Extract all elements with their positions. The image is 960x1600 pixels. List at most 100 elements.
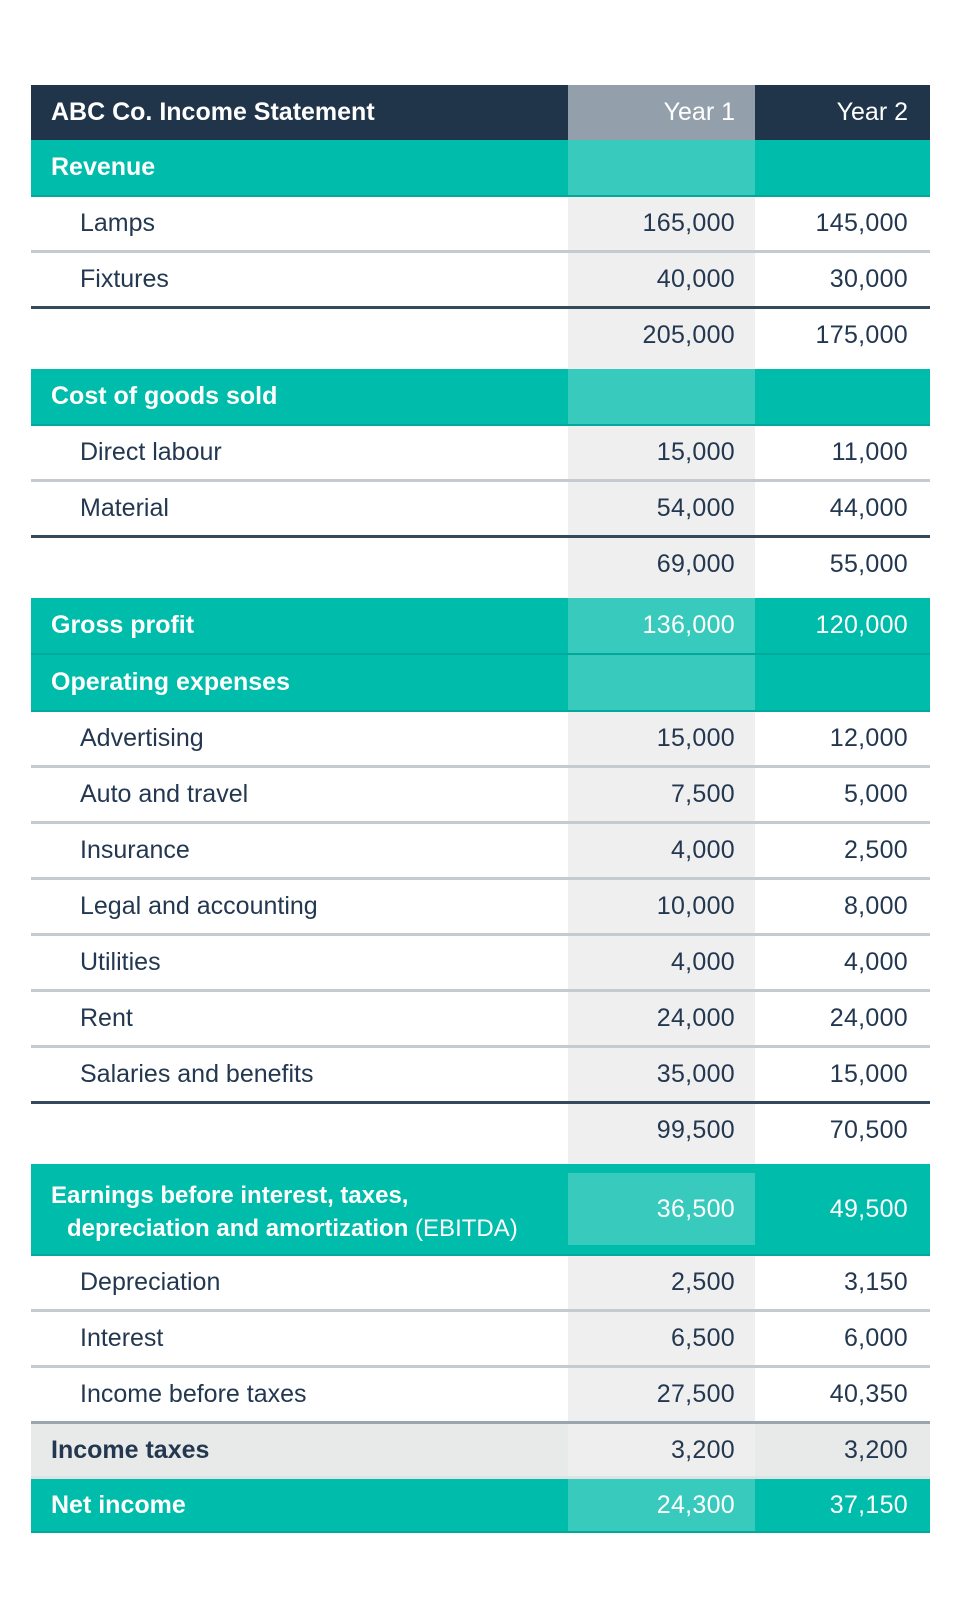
year1-value: 10,000 <box>568 880 755 933</box>
year1-value <box>568 655 755 710</box>
detail-row: Lamps 165,000 145,000 <box>31 197 930 250</box>
gap-row <box>31 1157 930 1164</box>
year2-value: 120,000 <box>815 611 908 639</box>
row-label: Legal and accounting <box>80 892 318 920</box>
year2-value: 49,500 <box>829 1194 908 1223</box>
year2-value <box>755 591 930 598</box>
row-label: Interest <box>80 1324 164 1352</box>
year1-value <box>568 1157 755 1164</box>
subtotal-row: 205,000 175,000 <box>31 306 930 362</box>
year2-value: 30,000 <box>829 265 908 293</box>
row-label: Lamps <box>80 209 156 237</box>
row-label <box>31 1104 568 1157</box>
ebitda-label-bold: depreciation and amortization <box>67 1215 409 1242</box>
row-label: Income before taxes <box>80 1380 307 1408</box>
year1-value: 2,500 <box>568 1256 755 1309</box>
year2-value: 70,500 <box>829 1116 908 1144</box>
year2-value: 44,000 <box>829 494 908 522</box>
year2-value: 40,350 <box>829 1380 908 1408</box>
year1-value: 15,000 <box>568 712 755 765</box>
row-label <box>31 309 568 362</box>
ebitda-row: Earnings before interest, taxes, deprecia… <box>31 1164 930 1256</box>
row-label: Material <box>80 494 169 522</box>
year1-value: 24,300 <box>568 1479 755 1531</box>
income-taxes-row: Income taxes 3,200 3,200 <box>31 1421 930 1476</box>
ebitda-label-line1: Earnings before interest, taxes, <box>51 1182 409 1209</box>
section-header-row: Cost of goods sold <box>31 369 930 426</box>
year2-value: 6,000 <box>843 1324 908 1352</box>
year2-value: 37,150 <box>829 1490 908 1519</box>
year2-value: 175,000 <box>815 321 908 349</box>
row-label: Earnings before interest, taxes, deprecia… <box>31 1173 568 1245</box>
year1-value: 165,000 <box>568 197 755 250</box>
year1-value: 136,000 <box>568 598 755 653</box>
year2-value <box>755 369 930 424</box>
year2-value: 24,000 <box>829 1004 908 1032</box>
detail-row: Material 54,000 44,000 <box>31 479 930 535</box>
year1-value: 24,000 <box>568 992 755 1045</box>
year2-value: 4,000 <box>843 948 908 976</box>
table-header-row: ABC Co. Income Statement Year 1 Year 2 <box>31 85 930 140</box>
year1-value: 40,000 <box>568 253 755 306</box>
year2-value: 2,500 <box>843 836 908 864</box>
year1-value: 205,000 <box>568 309 755 362</box>
year2-value: 15,000 <box>829 1060 908 1088</box>
year2-column-header: Year 2 <box>755 85 930 140</box>
table-body: Revenue Lamps 165,000 145,000 Fixtures 40,000… <box>31 140 930 1533</box>
row-label: Rent <box>80 1004 133 1032</box>
row-label: Salaries and benefits <box>80 1060 314 1088</box>
year1-value: 27,500 <box>568 1368 755 1421</box>
year2-value: 12,000 <box>829 724 908 752</box>
year1-value: 54,000 <box>568 482 755 535</box>
year2-value: 55,000 <box>829 550 908 578</box>
detail-row: Direct labour 15,000 11,000 <box>31 426 930 479</box>
ebitda-label-abbrev: (EBITDA) <box>408 1215 518 1242</box>
subtotal-row: 69,000 55,000 <box>31 535 930 591</box>
row-label: Auto and travel <box>80 780 249 808</box>
year1-value: 15,000 <box>568 426 755 479</box>
year1-value <box>568 140 755 195</box>
detail-row: Depreciation 2,500 3,150 <box>31 1256 930 1309</box>
year1-value: 6,500 <box>568 1312 755 1365</box>
detail-row: Salaries and benefits 35,000 15,000 <box>31 1045 930 1101</box>
section-total-row: Gross profit 136,000 120,000 <box>31 598 930 655</box>
year1-value: 3,200 <box>568 1424 755 1476</box>
year2-value: 145,000 <box>815 209 908 237</box>
year1-value: 4,000 <box>568 936 755 989</box>
year2-value: 3,150 <box>843 1268 908 1296</box>
year2-value: 11,000 <box>831 438 908 466</box>
year1-value <box>568 369 755 424</box>
year2-value <box>755 655 930 710</box>
year2-value: 8,000 <box>843 892 908 920</box>
gap-row <box>31 362 930 369</box>
year2-value <box>755 362 930 369</box>
row-label: Net income <box>51 1490 186 1519</box>
row-label <box>31 362 568 369</box>
year1-value: 4,000 <box>568 824 755 877</box>
year1-value: 35,000 <box>568 1048 755 1101</box>
row-label: Fixtures <box>80 265 169 293</box>
year2-value: 3,200 <box>843 1435 908 1464</box>
row-label <box>31 591 568 598</box>
year1-value <box>568 362 755 369</box>
net-income-row: Net income 24,300 37,150 <box>31 1476 930 1533</box>
year1-value: 36,500 <box>568 1173 755 1245</box>
row-label: Cost of goods sold <box>51 382 278 410</box>
gap-row <box>31 591 930 598</box>
year1-value: 69,000 <box>568 538 755 591</box>
row-label <box>31 538 568 591</box>
year1-value: 99,500 <box>568 1104 755 1157</box>
detail-row: Advertising 15,000 12,000 <box>31 712 930 765</box>
detail-row: Rent 24,000 24,000 <box>31 989 930 1045</box>
table-title: ABC Co. Income Statement <box>31 85 568 140</box>
row-label <box>31 1157 568 1164</box>
row-label: Utilities <box>80 948 161 976</box>
detail-row: Fixtures 40,000 30,000 <box>31 250 930 306</box>
row-label: Insurance <box>80 836 190 864</box>
year1-column-header: Year 1 <box>568 85 755 140</box>
year2-value: 5,000 <box>843 780 908 808</box>
row-label: Advertising <box>80 724 204 752</box>
section-header-row: Operating expenses <box>31 655 930 712</box>
row-label: Revenue <box>51 153 156 181</box>
row-label: Operating expenses <box>51 668 290 696</box>
